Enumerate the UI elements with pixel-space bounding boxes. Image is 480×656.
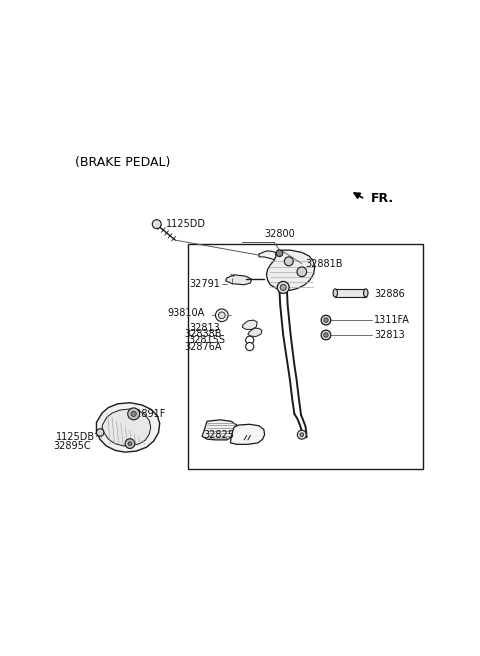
Bar bbox=[335, 289, 366, 297]
Circle shape bbox=[284, 257, 293, 266]
Circle shape bbox=[125, 439, 135, 449]
Polygon shape bbox=[96, 403, 160, 452]
Text: 32825: 32825 bbox=[203, 430, 234, 440]
Circle shape bbox=[128, 408, 140, 420]
Polygon shape bbox=[266, 250, 315, 291]
Circle shape bbox=[246, 342, 254, 350]
Circle shape bbox=[152, 220, 161, 228]
Text: 32813: 32813 bbox=[189, 323, 220, 333]
Circle shape bbox=[280, 285, 286, 291]
Circle shape bbox=[324, 318, 328, 322]
Circle shape bbox=[324, 333, 328, 337]
Text: FR.: FR. bbox=[371, 192, 394, 205]
Text: 32813: 32813 bbox=[374, 330, 405, 340]
Circle shape bbox=[216, 309, 228, 321]
Text: 1125DB: 1125DB bbox=[56, 432, 96, 442]
Circle shape bbox=[276, 250, 283, 256]
Circle shape bbox=[131, 411, 136, 417]
Circle shape bbox=[246, 336, 254, 344]
Text: 32881B: 32881B bbox=[305, 259, 343, 270]
Text: 1125DD: 1125DD bbox=[166, 219, 206, 229]
Text: (BRAKE PEDAL): (BRAKE PEDAL) bbox=[75, 156, 170, 169]
Text: 32886: 32886 bbox=[374, 289, 405, 299]
Circle shape bbox=[321, 330, 331, 340]
Circle shape bbox=[128, 441, 132, 445]
Polygon shape bbox=[259, 251, 287, 262]
Text: 32791: 32791 bbox=[189, 279, 220, 289]
Circle shape bbox=[297, 267, 307, 277]
Text: 32891F: 32891F bbox=[129, 409, 166, 419]
Bar bbox=[188, 244, 423, 469]
Polygon shape bbox=[102, 409, 151, 446]
Text: 1311FA: 1311FA bbox=[374, 315, 410, 325]
Polygon shape bbox=[242, 320, 257, 329]
Circle shape bbox=[96, 429, 104, 436]
Text: 93810A: 93810A bbox=[168, 308, 205, 318]
Text: 32895C: 32895C bbox=[53, 441, 91, 451]
Circle shape bbox=[297, 430, 306, 439]
Polygon shape bbox=[202, 420, 237, 440]
Polygon shape bbox=[248, 328, 262, 337]
Circle shape bbox=[277, 281, 289, 293]
Circle shape bbox=[321, 316, 331, 325]
Circle shape bbox=[218, 312, 225, 319]
Text: 32815S: 32815S bbox=[189, 335, 226, 345]
Text: 32876A: 32876A bbox=[184, 342, 222, 352]
Ellipse shape bbox=[363, 289, 368, 297]
Circle shape bbox=[300, 433, 304, 436]
Text: 32838B: 32838B bbox=[184, 329, 222, 339]
Ellipse shape bbox=[333, 289, 337, 297]
Polygon shape bbox=[230, 424, 264, 444]
Polygon shape bbox=[226, 275, 252, 285]
Text: 32800: 32800 bbox=[264, 229, 295, 239]
